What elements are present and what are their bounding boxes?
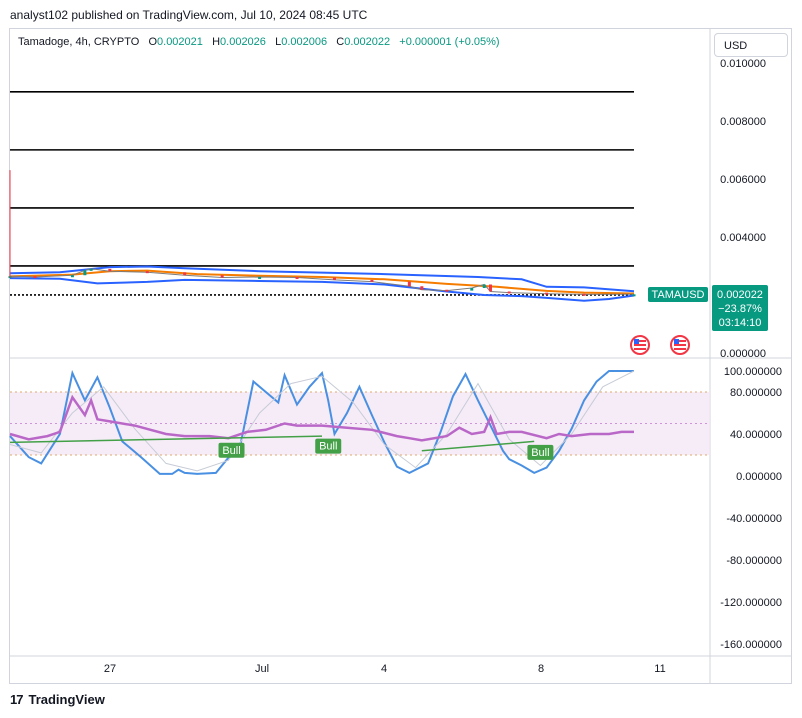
change-value: +0.000001 (+0.05%) [399, 36, 500, 48]
us-flag-icon[interactable] [670, 335, 690, 355]
bull-label-text: Bull [531, 447, 549, 459]
upper-band-line [9, 265, 635, 293]
oscillator-tick-label: 0.000000 [736, 471, 782, 483]
candle [545, 292, 549, 295]
time-tick-label: 8 [538, 663, 544, 675]
candle [332, 277, 336, 280]
candle [108, 268, 112, 272]
lower-band-line [9, 277, 635, 302]
oscillator-tick-label: 80.000000 [730, 387, 782, 399]
price-tick-label: 0.000000 [720, 348, 766, 360]
tradingview-mark-icon: 17 [10, 692, 24, 707]
candle [407, 281, 411, 287]
price-tag: TAMAUSD 0.002022 −23.87% 03:14:10 [648, 285, 768, 331]
candle [482, 284, 486, 288]
candle [488, 284, 492, 292]
candle [295, 276, 299, 279]
candle [370, 279, 374, 282]
bar-countdown: 03:14:10 [719, 317, 762, 329]
price-tick-label: 0.008000 [720, 116, 766, 128]
price-tick-label: 0.004000 [720, 232, 766, 244]
oscillator-axis: 100.000000 80.000000 40.000000 0.000000 -40.… [720, 366, 782, 651]
change-percent: −23.87% [718, 303, 762, 315]
chart-frame [9, 28, 792, 684]
oscillator-tick-label: -40.000000 [726, 513, 782, 525]
candle [183, 272, 187, 276]
bull-annotations: Bull Bull Bull [218, 438, 554, 460]
rsi-line [9, 394, 634, 442]
ohlc-legend: Tamadoge, 4h, CRYPTO O0.002021 H0.002026… [18, 36, 500, 48]
candle [582, 293, 586, 296]
price-tick-label: 0.010000 [720, 58, 766, 70]
publisher-caption: analyst102 published on TradingView.com,… [10, 8, 368, 22]
us-flag-icon[interactable] [630, 335, 650, 355]
candle [33, 276, 37, 279]
bull-label: Bull [527, 444, 554, 460]
candle [470, 287, 474, 291]
candle [145, 271, 149, 274]
candle [89, 268, 93, 271]
candle [632, 294, 636, 297]
candle [220, 275, 224, 278]
oscillator-tick-label: -160.000000 [720, 639, 782, 651]
divergence-line [9, 435, 323, 444]
current-price: 0.002022 [717, 289, 763, 301]
bull-label-text: Bull [222, 445, 240, 457]
divergence-line [421, 440, 535, 452]
open-key: O [148, 36, 158, 48]
symbol-label: Tamadoge, 4h, CRYPTO [18, 36, 140, 48]
bull-label-text: Bull [319, 441, 337, 453]
price-series [8, 170, 636, 302]
time-tick-label: 27 [104, 663, 116, 675]
candle [83, 270, 87, 276]
stoch-k-line [9, 369, 634, 475]
high-key: H [212, 36, 221, 48]
oscillator-tick-label: -120.000000 [720, 597, 782, 609]
high-value: 0.002026 [220, 36, 266, 48]
oscillator-tick-label: 40.000000 [730, 429, 782, 441]
low-key: L [275, 36, 282, 48]
open-value: 0.002021 [157, 36, 203, 48]
ticker-label: TAMAUSD [652, 289, 705, 301]
low-value: 0.002006 [281, 36, 328, 48]
time-axis: 27 Jul 4 8 11 [104, 663, 666, 675]
horizontal-levels [10, 91, 634, 296]
bull-label: Bull [218, 442, 245, 458]
close-key: C [336, 36, 345, 48]
time-tick-label: Jul [255, 663, 269, 675]
ticker-badge [648, 287, 708, 302]
oscillator-tick-label: -80.000000 [726, 555, 782, 567]
candle [445, 289, 449, 292]
time-tick-label: 4 [381, 663, 387, 675]
time-tick-label: 11 [654, 663, 665, 675]
price-badge [712, 285, 768, 331]
candle [420, 286, 424, 290]
candle [258, 276, 262, 279]
candle [507, 291, 511, 294]
currency-selector[interactable]: USD [714, 33, 788, 57]
bull-label: Bull [315, 438, 342, 454]
oscillator-tick-label: 100.000000 [724, 366, 782, 378]
tradingview-wordmark: TradingView [28, 692, 105, 707]
price-tick-label: 0.006000 [720, 174, 766, 186]
price-line [9, 268, 635, 295]
tradingview-logo: 17 TradingView [10, 692, 105, 707]
candle [70, 275, 74, 278]
close-value: 0.002022 [344, 36, 391, 48]
